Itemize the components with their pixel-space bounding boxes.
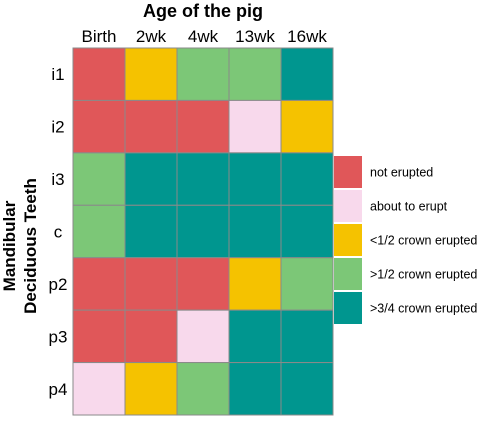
heatmap-cell [280,362,334,416]
heatmap-cell [176,257,230,311]
heatmap-cell [72,309,126,364]
heatmap-cell [228,362,282,416]
heatmap-cell [124,362,178,416]
row-label: i2 [51,118,64,137]
legend-label: <1/2 crown erupted [370,234,477,248]
chart-title: Age of the pig [143,1,263,21]
heatmap-cell [72,362,126,416]
column-label: Birth [82,27,117,46]
heatmap-cell [228,47,282,101]
heatmap-cell [72,152,126,206]
legend-label: >1/2 crown erupted [370,268,477,282]
heatmap-cell [176,309,230,364]
heatmap-cell [176,47,230,101]
heatmap-cell [228,204,282,259]
legend-label: not erupted [370,166,433,180]
heatmap-cell [176,152,230,206]
heatmap-cell [72,47,126,101]
heatmap-cell [124,152,178,206]
heatmap-cells [72,47,334,416]
column-label: 16wk [287,27,327,46]
row-label: i3 [51,170,64,189]
heatmap-cell [72,204,126,259]
heatmap-cell [124,47,178,101]
legend-swatch [334,156,362,188]
heatmap-cell [280,257,334,311]
heatmap-cell [124,204,178,259]
column-labels: Birth 2wk 4wk 13wk 16wk [82,27,328,46]
row-label: p3 [49,327,68,346]
heatmap-cell [280,152,334,206]
row-label: c [54,223,63,242]
heatmap-cell [176,99,230,154]
heatmap-cell [228,152,282,206]
legend-swatch [334,190,362,222]
heatmap-cell [280,204,334,259]
heatmap-cell [228,99,282,154]
column-label: 4wk [188,27,219,46]
legend-label: about to erupt [370,200,448,214]
heatmap-cell [72,99,126,154]
legend-swatch [334,258,362,290]
heatmap-cell [228,309,282,364]
heatmap-cell [124,309,178,364]
y-axis-label-line-1: Mandibular [0,200,19,291]
heatmap-cell [124,257,178,311]
row-label: i1 [51,65,64,84]
y-axis-label: Mandibular Deciduous Teeth [0,178,40,314]
heatmap-cell [280,47,334,101]
heatmap-cell [124,99,178,154]
heatmap-cell [280,99,334,154]
heatmap-cell [280,309,334,364]
heatmap-cell [228,257,282,311]
heatmap-cell [176,362,230,416]
y-axis-label-line-2: Deciduous Teeth [21,178,40,314]
heatmap-cell [176,204,230,259]
heatmap-cell [72,257,126,311]
row-label: p4 [49,380,68,399]
legend-swatch [334,292,362,324]
row-labels: i1 i2 i3 c p2 p3 p4 [49,65,68,399]
legend-label: >3/4 crown erupted [370,302,477,316]
legend: not erupted about to erupt <1/2 crown erup… [334,156,477,324]
column-label: 2wk [136,27,167,46]
legend-swatch [334,224,362,256]
column-label: 13wk [235,27,275,46]
row-label: p2 [49,275,68,294]
